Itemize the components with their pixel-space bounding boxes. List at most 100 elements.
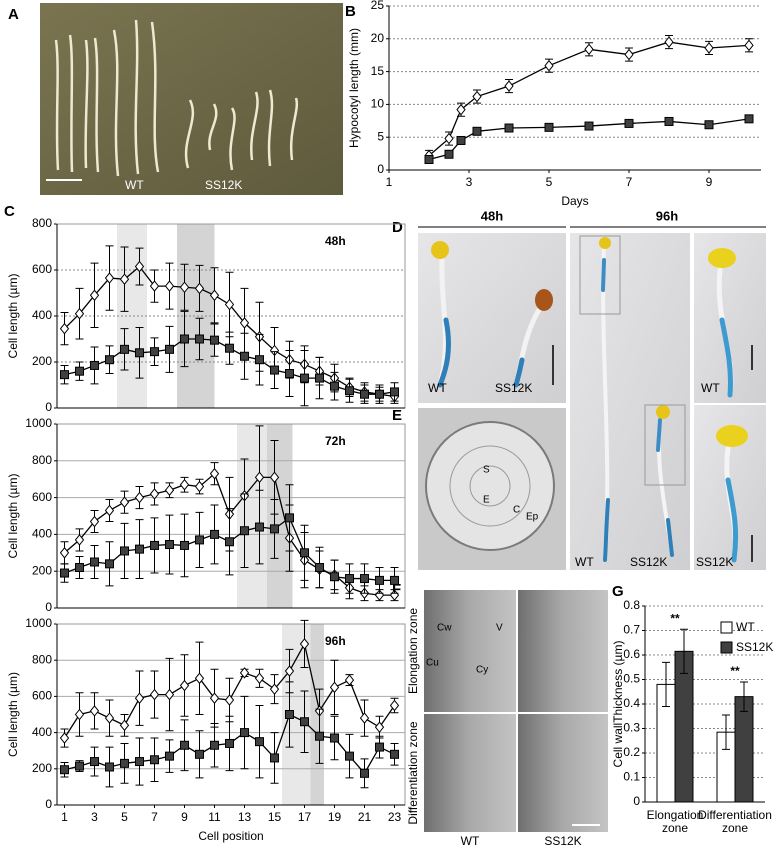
row-label: Differentiation zone [406, 721, 420, 825]
point [60, 568, 69, 578]
x-tick-label: 7 [151, 810, 158, 824]
y-tick-label: 0.5 [623, 672, 640, 686]
point [329, 681, 340, 694]
point [664, 116, 674, 126]
point [299, 638, 310, 650]
point [270, 524, 279, 534]
point [744, 114, 754, 124]
x-tick-label: 19 [328, 810, 342, 824]
point [360, 574, 369, 584]
seedlings [54, 19, 299, 177]
error-bar [740, 681, 748, 712]
point [150, 540, 159, 550]
point [105, 559, 114, 569]
x-tick-label: 21 [358, 810, 372, 824]
point [444, 149, 454, 159]
point [360, 768, 369, 778]
x-tick-label: 5 [546, 175, 553, 189]
x-tick-label: 13 [238, 810, 252, 824]
point [120, 344, 129, 354]
point [284, 665, 295, 677]
cross-section-ring [469, 465, 511, 507]
photo-d [570, 233, 690, 570]
photo-label: V [496, 623, 503, 634]
cross-section [425, 421, 555, 551]
x-tick-label: 7 [626, 175, 633, 189]
panel-label: G [612, 583, 624, 600]
y-tick-label: 0 [45, 797, 52, 811]
y-tick-label: 200 [32, 354, 52, 368]
point [374, 721, 385, 733]
point [359, 712, 370, 724]
point [59, 546, 70, 559]
y-tick-label: 0.4 [623, 696, 640, 710]
point [375, 575, 384, 585]
point [390, 387, 399, 397]
point [105, 355, 114, 365]
x-tick-label: 3 [91, 810, 98, 824]
photo-a [40, 3, 343, 195]
point [375, 389, 384, 399]
significance-label: ** [670, 611, 680, 625]
x-axis-label: Days [561, 194, 588, 208]
point [224, 694, 235, 706]
legend-swatch [720, 641, 733, 654]
bar [734, 696, 754, 803]
point [315, 731, 324, 741]
point [180, 740, 189, 750]
error-bar [722, 714, 730, 750]
point [456, 103, 466, 116]
point [75, 563, 84, 573]
seedling-drawings [431, 237, 748, 563]
point [195, 749, 204, 759]
point [209, 467, 220, 480]
point [165, 540, 174, 550]
point [240, 526, 249, 536]
x-tick-label: 9 [181, 810, 188, 824]
row-label: Elongation zone [406, 608, 420, 694]
x-tick-label: Differentiation zone [698, 808, 772, 835]
chart-title: 96h [325, 634, 346, 648]
point [120, 758, 129, 768]
y-tick-label: 5 [377, 129, 384, 143]
y-tick-label: 0 [377, 162, 384, 176]
y-tick-label: 10 [371, 97, 385, 111]
point [210, 529, 219, 539]
point [150, 755, 159, 765]
point [240, 728, 249, 738]
column-header: 48h [481, 208, 503, 223]
point [584, 43, 594, 56]
error-bar [680, 628, 688, 674]
y-tick-label: 0.3 [623, 721, 640, 735]
panel-label: E [392, 407, 402, 424]
point [239, 667, 250, 679]
point [330, 381, 339, 391]
point [544, 59, 554, 72]
significance-label: ** [730, 664, 740, 678]
photo-f [518, 590, 608, 712]
point [424, 155, 434, 165]
point [254, 672, 265, 685]
error-bar [662, 661, 670, 707]
point [105, 762, 114, 772]
x-tick-label: 1 [61, 810, 68, 824]
point [390, 749, 399, 759]
y-tick-label: 1000 [25, 616, 52, 630]
point [624, 118, 634, 128]
y-axis-label: Cell length (µm) [6, 474, 20, 559]
point [225, 343, 234, 353]
y-tick-label: 200 [32, 761, 52, 775]
point [269, 471, 280, 484]
point [360, 389, 369, 399]
y-tick-label: 0.2 [623, 745, 640, 759]
point [119, 273, 130, 286]
point [255, 737, 264, 747]
photo-label: SS12K [205, 178, 242, 192]
point [194, 672, 205, 685]
photo-f [424, 714, 516, 832]
point [704, 42, 714, 54]
point [315, 563, 324, 573]
point [472, 90, 482, 103]
point [240, 351, 249, 361]
highlight-band [237, 424, 267, 608]
